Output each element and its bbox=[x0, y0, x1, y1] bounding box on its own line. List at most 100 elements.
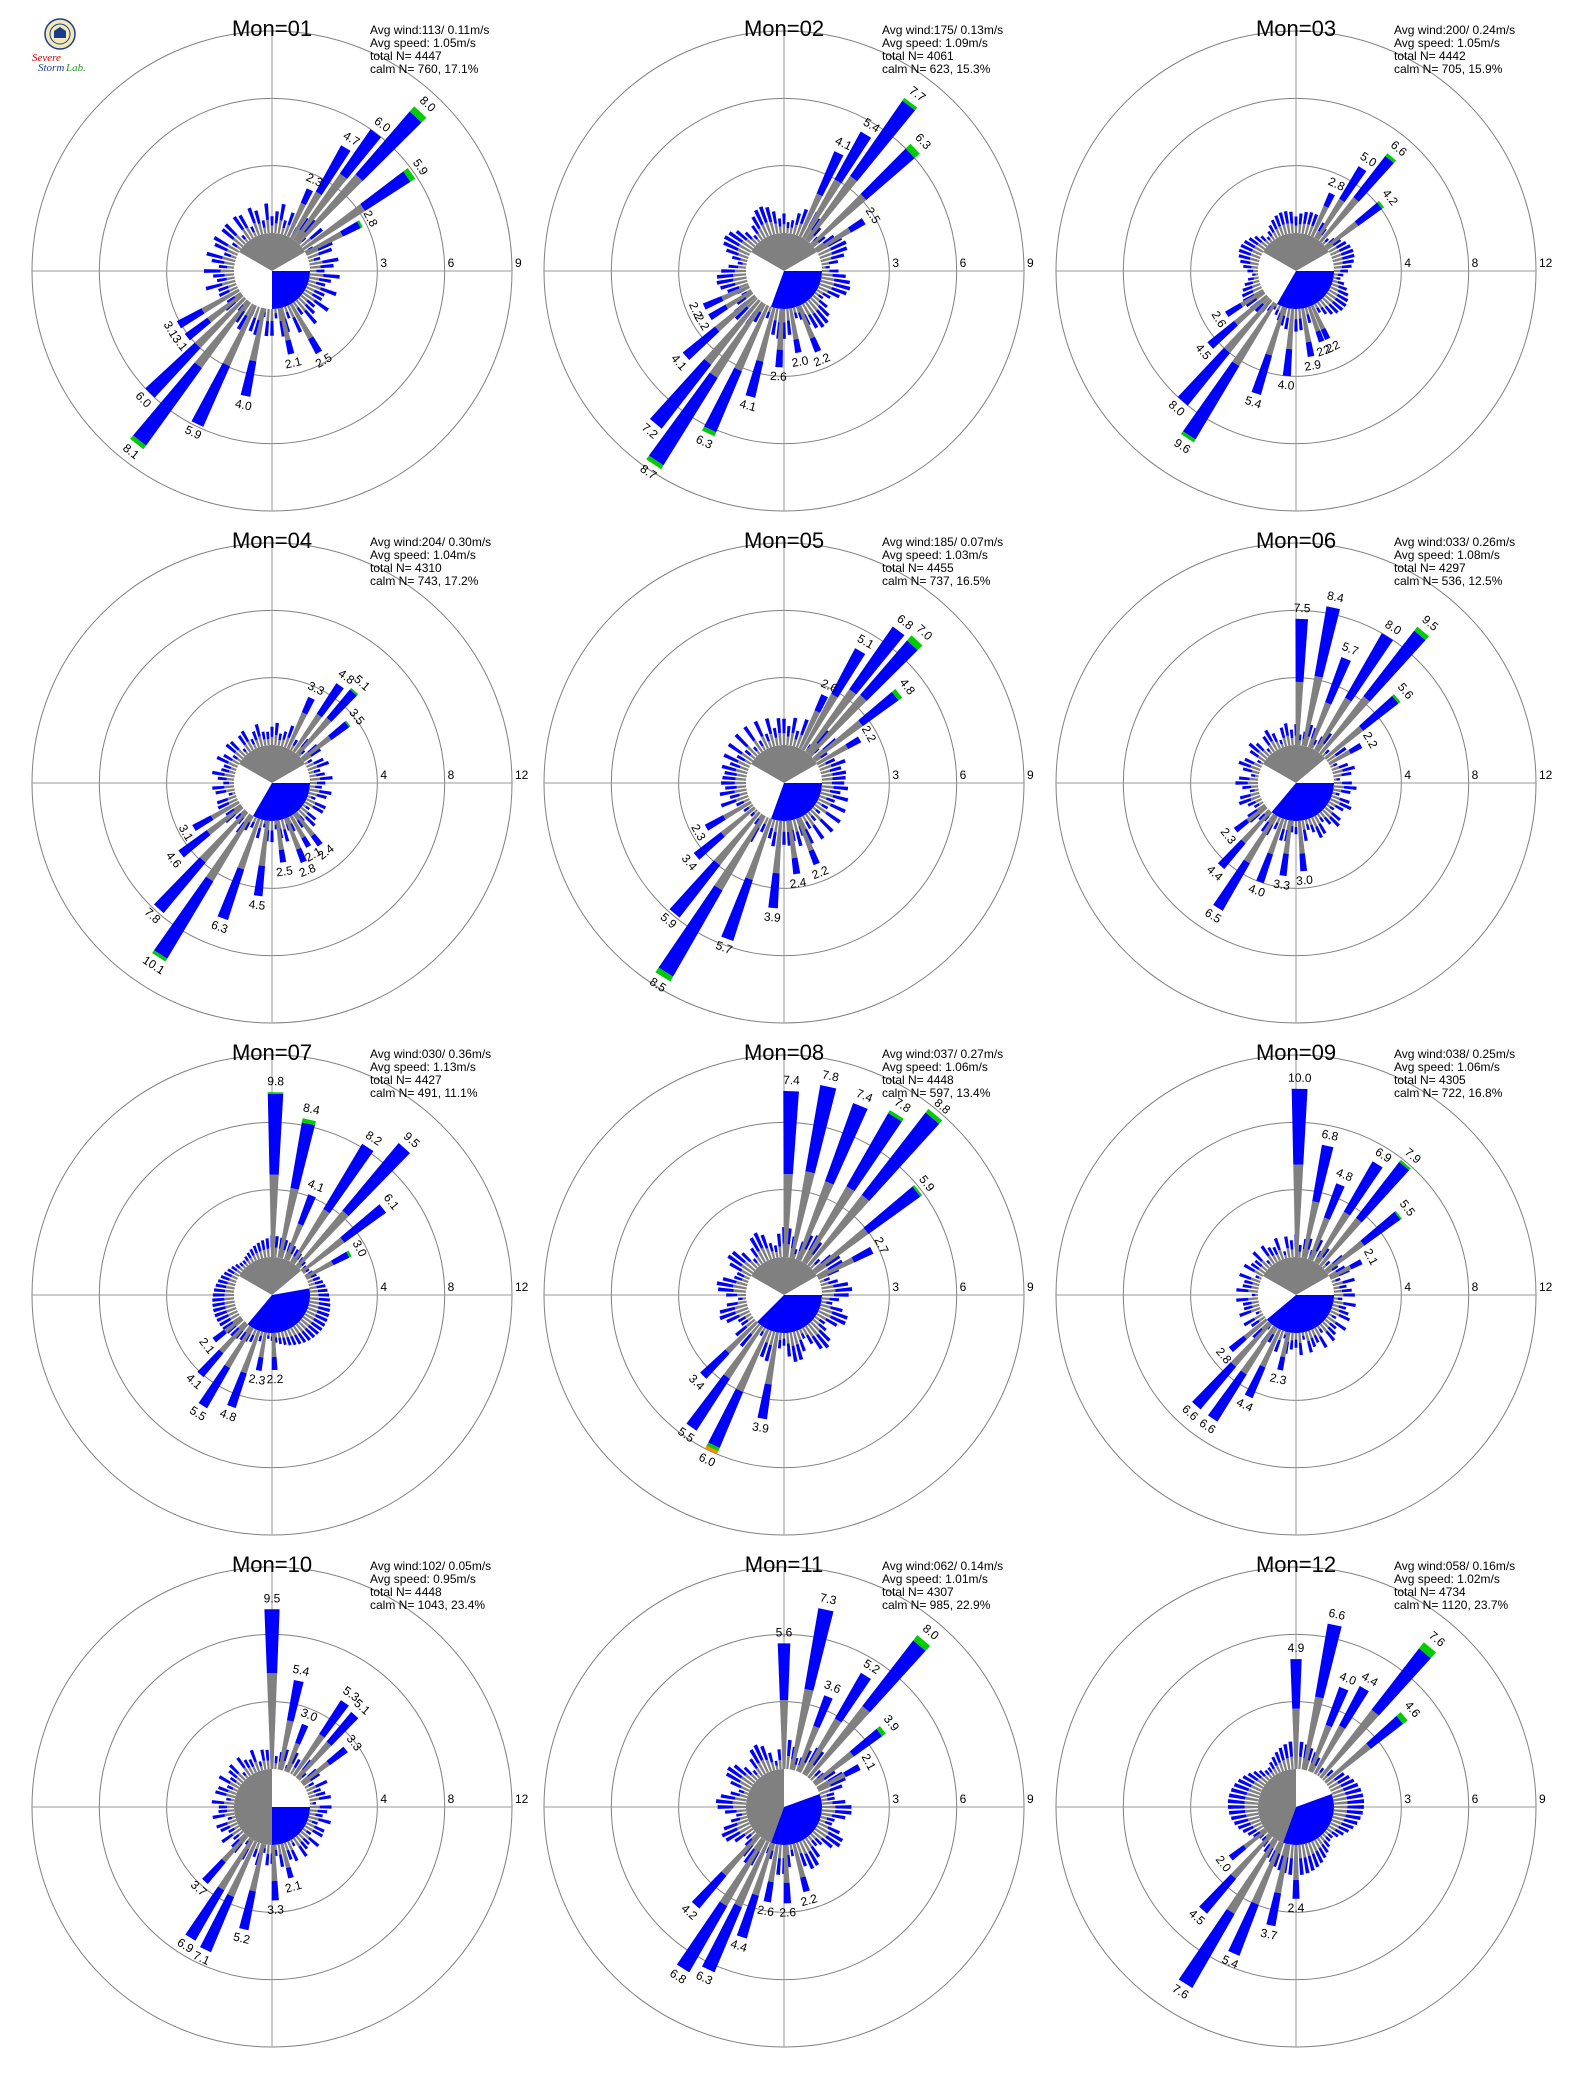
wind-bar-low-speed bbox=[787, 820, 798, 859]
stat-line-calm-n: calm N= 1043, 23.4% bbox=[370, 1598, 485, 1612]
direction-bar-gray bbox=[1253, 276, 1259, 280]
direction-bar-blue bbox=[822, 292, 831, 299]
direction-bar-gray bbox=[227, 244, 240, 253]
direction-bar-blue bbox=[826, 1817, 835, 1822]
wind-bar-mid-speed bbox=[300, 188, 313, 206]
direction-bar-blue bbox=[723, 753, 739, 763]
wind-bar-low-speed bbox=[813, 1751, 854, 1785]
wind-bar-high-speed bbox=[301, 1118, 317, 1126]
direction-bar-gray bbox=[277, 739, 281, 746]
direction-bar-blue bbox=[749, 1758, 759, 1770]
direction-bar-gray bbox=[274, 1247, 278, 1258]
direction-bar-blue bbox=[1332, 238, 1342, 247]
direction-bar-gray bbox=[295, 1835, 303, 1843]
direction-bar-blue bbox=[223, 252, 232, 258]
direction-bar-blue bbox=[316, 269, 325, 273]
direction-bar-blue bbox=[1271, 1756, 1278, 1767]
direction-bar-gray bbox=[309, 1285, 317, 1290]
direction-bar-blue bbox=[1329, 816, 1340, 827]
ring-tick-label: 6 bbox=[960, 768, 967, 782]
bar-value-label: 2.1 bbox=[859, 1751, 879, 1773]
direction-bar-blue bbox=[819, 751, 828, 759]
direction-bar-blue bbox=[283, 829, 290, 842]
direction-bar-gray bbox=[1304, 224, 1310, 235]
direction-bar-blue bbox=[833, 785, 849, 791]
direction-bar-gray bbox=[1311, 744, 1315, 750]
wind-bar-mid-speed bbox=[328, 721, 350, 741]
direction-bar-gray bbox=[1250, 1784, 1263, 1792]
direction-bar-blue bbox=[231, 242, 238, 248]
wind-bar-mid-speed bbox=[176, 308, 205, 329]
direction-bar-gray bbox=[1332, 1303, 1339, 1308]
direction-bar-blue bbox=[1319, 1767, 1325, 1774]
direction-bar-gray bbox=[740, 1269, 752, 1277]
direction-bar-blue bbox=[252, 1848, 258, 1858]
wind-rose-panel: 10.06.84.86.9 7.95.52.12.34.46.66.62.84 8 1… bbox=[1055, 1040, 1553, 1536]
bar-value-label: 5.9 bbox=[410, 156, 431, 178]
direction-bar-gray bbox=[309, 276, 320, 281]
direction-bar-blue bbox=[724, 1809, 737, 1814]
direction-bar-gray bbox=[821, 1293, 834, 1297]
direction-bar-gray bbox=[1286, 1247, 1291, 1258]
ring-tick-label: 4 bbox=[380, 1280, 387, 1294]
direction-bar-blue bbox=[768, 1850, 774, 1860]
wind-bar-low-speed bbox=[293, 173, 348, 242]
direction-bar-gray bbox=[280, 1249, 286, 1259]
direction-bar-blue bbox=[782, 718, 786, 734]
calm-sector-gray bbox=[1263, 233, 1329, 271]
direction-bar-gray bbox=[733, 1289, 747, 1293]
stat-line-avg-speed: Avg speed: 1.05m/s bbox=[370, 36, 476, 50]
direction-bar-gray bbox=[309, 785, 316, 788]
ring-tick-label: 12 bbox=[1539, 256, 1553, 270]
direction-bar-gray bbox=[300, 806, 309, 814]
direction-bar-blue bbox=[1278, 1747, 1285, 1761]
direction-bar-gray bbox=[1304, 1331, 1310, 1342]
direction-bar-blue bbox=[717, 1805, 734, 1809]
wind-bar-mid-speed bbox=[255, 1356, 264, 1372]
direction-bar-blue bbox=[786, 221, 790, 229]
direction-bar-gray bbox=[1253, 1269, 1264, 1277]
direction-bar-blue bbox=[303, 309, 318, 325]
direction-bar-blue bbox=[248, 317, 257, 332]
direction-bar-blue bbox=[205, 282, 223, 291]
direction-bar-blue bbox=[232, 215, 245, 231]
wind-bar-low-speed bbox=[816, 744, 849, 766]
direction-bar-gray bbox=[732, 1284, 747, 1290]
direction-bar-blue bbox=[1325, 1836, 1331, 1842]
direction-bar-blue bbox=[1321, 1843, 1329, 1854]
direction-bar-blue bbox=[729, 761, 741, 769]
direction-bar-gray bbox=[745, 1318, 756, 1328]
direction-bar-blue bbox=[315, 1791, 326, 1797]
direction-bar-gray bbox=[302, 1270, 307, 1275]
direction-bar-blue bbox=[825, 265, 830, 269]
direction-bar-blue bbox=[316, 793, 327, 800]
wind-bar-low-speed bbox=[1310, 304, 1326, 330]
stat-line-calm-n: calm N= 737, 16.5% bbox=[882, 574, 991, 588]
direction-bar-gray bbox=[762, 1327, 766, 1332]
direction-bar-gray bbox=[1278, 1762, 1285, 1772]
direction-bar-blue bbox=[1227, 1805, 1245, 1809]
direction-bar-gray bbox=[1244, 1809, 1259, 1813]
bar-value-label: 3.9 bbox=[751, 1419, 770, 1436]
direction-bar-gray bbox=[1251, 249, 1263, 256]
direction-bar-blue bbox=[211, 1800, 225, 1805]
direction-bar-gray bbox=[1319, 811, 1326, 819]
direction-bar-blue bbox=[776, 1233, 782, 1247]
wind-rose-panel: 5.67.33.65.28.03.92.12.22.62.64.46.36.84… bbox=[543, 1552, 1034, 2048]
direction-bar-gray bbox=[786, 308, 790, 321]
direction-bar-gray bbox=[786, 736, 790, 746]
direction-bar-blue bbox=[1341, 1288, 1352, 1293]
direction-bar-blue bbox=[218, 1786, 229, 1793]
bar-value-label: 6.3 bbox=[694, 1968, 715, 1988]
direction-bar-blue bbox=[790, 1849, 795, 1857]
wind-bar-low-speed bbox=[1295, 681, 1304, 746]
direction-bar-gray bbox=[274, 308, 277, 314]
direction-bar-gray bbox=[1270, 1771, 1276, 1777]
direction-bar-blue bbox=[816, 729, 830, 745]
direction-bar-gray bbox=[266, 1248, 270, 1258]
direction-bar-gray bbox=[228, 798, 239, 805]
direction-bar-gray bbox=[751, 238, 758, 245]
direction-bar-blue bbox=[218, 1805, 228, 1809]
direction-bar-blue bbox=[734, 1833, 746, 1843]
direction-bar-blue bbox=[1307, 724, 1314, 738]
